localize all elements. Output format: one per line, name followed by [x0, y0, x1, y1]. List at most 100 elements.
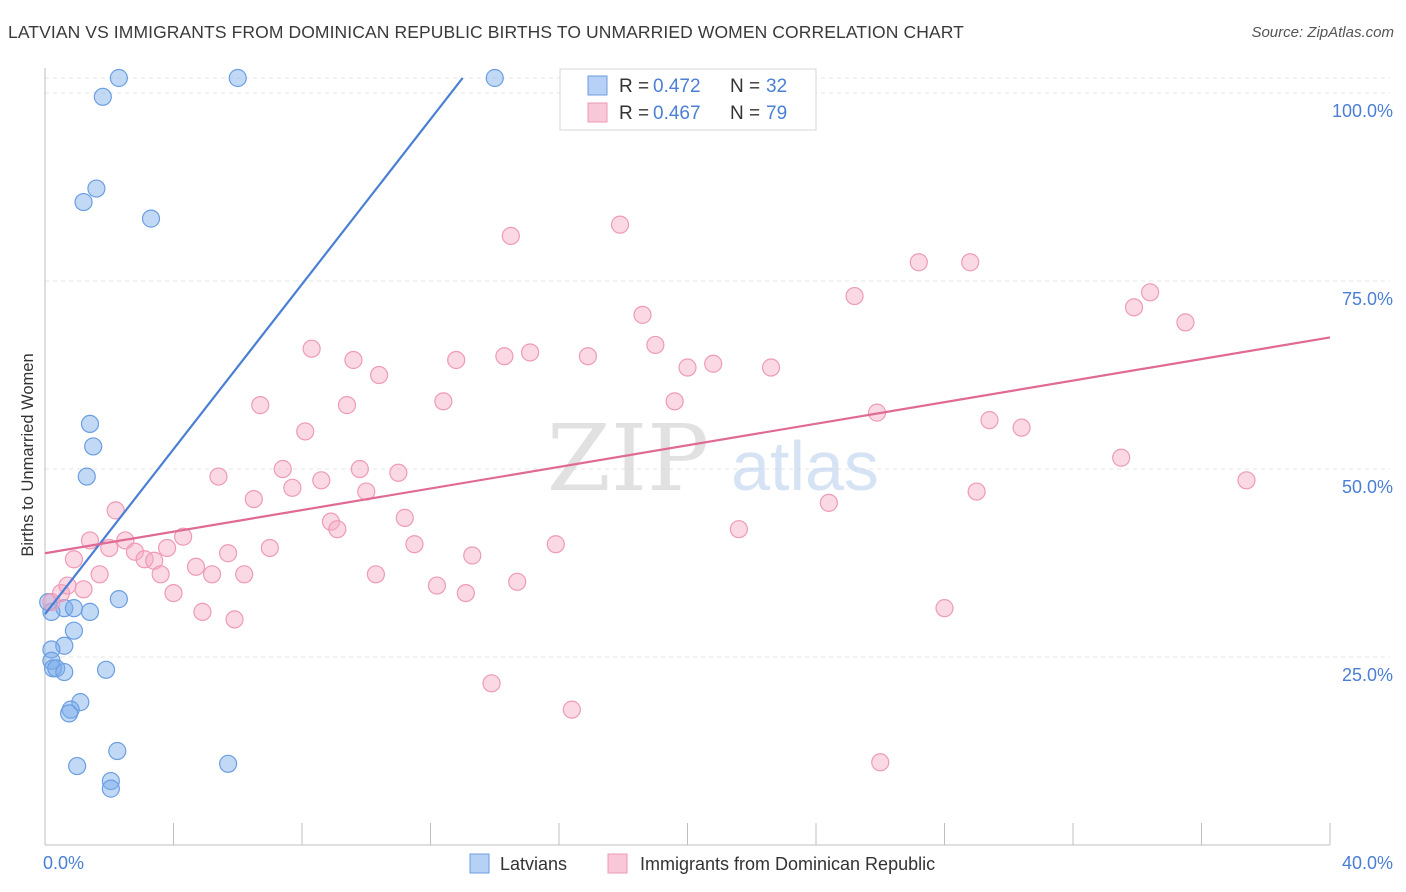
point-latvians	[109, 590, 128, 609]
trend-lines	[44, 77, 1331, 615]
watermark-zip: ZIP	[547, 405, 709, 512]
point-latvians	[59, 704, 79, 723]
point-latvians	[68, 756, 87, 776]
point-dominican	[501, 226, 520, 246]
point-dominican	[482, 674, 501, 693]
point-dominican	[273, 459, 292, 479]
source-credit: Source: ZipAtlas.com	[1251, 24, 1394, 41]
point-dominican	[845, 286, 864, 306]
point-dominican	[337, 396, 357, 415]
point-dominican	[405, 535, 424, 554]
point-dominican	[225, 610, 244, 629]
point-dominican	[819, 493, 838, 512]
point-dominican	[935, 599, 954, 618]
point-dominican	[157, 538, 177, 558]
legend-r-label-dominican: R =	[619, 103, 649, 124]
legend-n-value-latvians: 32	[766, 76, 787, 97]
point-dominican	[520, 343, 540, 362]
point-dominican	[1176, 313, 1195, 332]
point-latvians	[141, 209, 161, 228]
point-dominican	[729, 520, 749, 539]
point-latvians	[74, 192, 93, 212]
point-dominican	[610, 215, 630, 234]
watermark: ZIP atlas	[547, 405, 879, 512]
point-dominican	[456, 583, 475, 603]
point-dominican	[209, 467, 228, 486]
point-dominican	[328, 520, 347, 539]
point-latvians	[101, 771, 120, 791]
point-latvians	[93, 87, 112, 106]
point-dominican	[283, 478, 302, 497]
point-dominican	[1124, 298, 1144, 317]
point-latvians	[80, 602, 100, 621]
stats-legend: R = 0.472 N = 32 R = 0.467 N = 79	[559, 68, 817, 131]
point-dominican	[1112, 448, 1131, 467]
point-dominican	[1012, 418, 1031, 437]
point-dominican	[296, 422, 315, 441]
point-dominican	[578, 347, 598, 366]
point-dominican	[64, 550, 84, 569]
series-legend-label-dominican: Immigrants from Dominican Republic	[640, 854, 935, 874]
series-legend: Latvians Immigrants from Dominican Repub…	[469, 853, 935, 874]
point-dominican	[312, 471, 331, 490]
y-tick-label: 25.0%	[1342, 665, 1393, 685]
legend-swatch-dominican	[587, 102, 608, 123]
point-latvians	[101, 779, 120, 798]
point-latvians	[84, 437, 103, 456]
y-tick-label: 50.0%	[1342, 477, 1393, 497]
point-latvians	[77, 467, 96, 486]
point-dominican	[678, 358, 697, 377]
point-dominican	[980, 411, 999, 430]
legend-r-value-latvians: 0.472	[653, 76, 701, 97]
point-dominican	[508, 572, 527, 591]
point-latvians	[80, 414, 100, 434]
point-latvians	[42, 602, 61, 621]
point-dominican	[186, 557, 206, 576]
series-legend-label-latvians: Latvians	[500, 854, 567, 874]
point-dominican	[370, 365, 389, 385]
series-legend-swatch-latvians	[469, 853, 490, 874]
point-dominican	[427, 576, 447, 595]
point-dominican	[202, 565, 222, 584]
point-dominican	[219, 544, 238, 563]
point-dominican	[90, 565, 109, 584]
point-dominican	[106, 501, 125, 520]
point-dominican	[646, 335, 665, 355]
axes	[44, 68, 1331, 846]
point-dominican	[447, 350, 466, 370]
legend-n-label-latvians: N =	[730, 76, 760, 97]
data-points	[39, 68, 1256, 798]
point-dominican	[321, 512, 341, 531]
point-dominican	[251, 396, 270, 415]
point-latvians	[108, 741, 127, 761]
point-latvians	[55, 662, 74, 682]
point-dominican	[302, 339, 321, 358]
point-dominican	[434, 392, 453, 411]
tick-labels: 25.0% 50.0% 75.0% 100.0% 0.0% 40.0%	[43, 101, 1393, 873]
point-latvians	[228, 68, 247, 88]
legend-n-value-dominican: 79	[766, 103, 787, 124]
point-dominican	[193, 602, 212, 621]
point-dominican	[235, 565, 254, 584]
point-dominican	[151, 565, 170, 584]
y-axis-label: Births to Unmarried Women	[19, 353, 37, 556]
legend-n-label-dominican: N =	[730, 103, 760, 124]
x-tick-label: 40.0%	[1342, 853, 1393, 873]
watermark-atlas: atlas	[731, 427, 879, 505]
point-dominican	[633, 305, 652, 324]
point-dominican	[174, 527, 193, 546]
point-dominican	[463, 546, 482, 565]
point-dominican	[1237, 471, 1256, 490]
point-dominican	[967, 482, 986, 501]
point-latvians	[87, 179, 106, 198]
point-dominican	[495, 347, 514, 366]
point-latvians	[485, 68, 504, 88]
point-dominican	[389, 463, 408, 482]
point-dominican	[125, 542, 145, 561]
point-dominican	[260, 538, 279, 558]
point-latvians	[64, 621, 84, 640]
point-dominican	[74, 580, 93, 599]
series-legend-swatch-dominican	[607, 853, 628, 874]
point-dominican	[665, 392, 684, 411]
